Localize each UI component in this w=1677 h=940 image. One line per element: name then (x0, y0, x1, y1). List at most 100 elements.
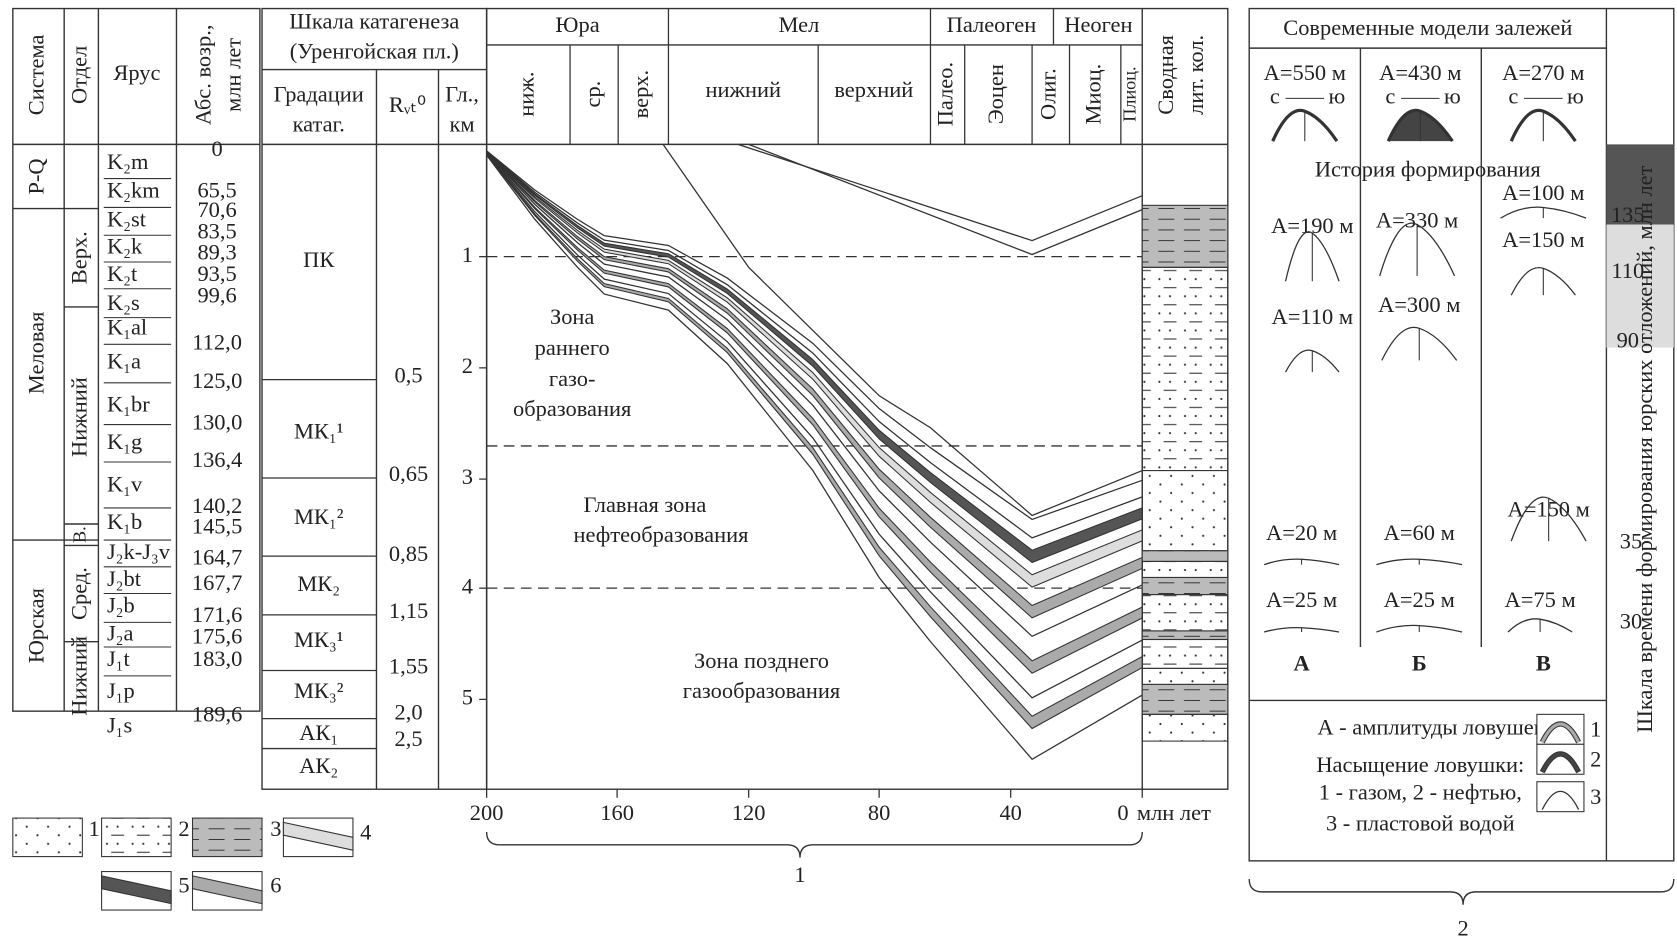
epoch: Плиоц. (1120, 66, 1140, 121)
lith-layer (1141, 576, 1229, 596)
grade: МК₂ (297, 571, 340, 596)
x-tick-label: 120 (732, 800, 766, 825)
system: Юрская (24, 588, 49, 663)
epoch: верх. (628, 70, 653, 118)
column-label: В (1536, 650, 1551, 675)
curve (737, 143, 1143, 242)
age: 83,5 (197, 218, 236, 243)
age: 125,0 (192, 368, 242, 393)
lith-layer (1141, 713, 1229, 742)
r-value: 2,5 (395, 726, 423, 751)
tick-label: 110 (1611, 258, 1644, 283)
lith-layer (1141, 560, 1229, 579)
age: 89,3 (197, 240, 236, 265)
grade: АК₁ (299, 720, 338, 745)
legend-band (282, 821, 354, 851)
direction: с (1270, 84, 1280, 109)
header: лит. кол. (1183, 35, 1208, 115)
age: 140,2 (192, 493, 242, 518)
age: 99,6 (197, 282, 236, 307)
grade: МК₃¹ (294, 627, 343, 652)
age: 171,6 (192, 602, 242, 627)
period: Мел (779, 12, 820, 37)
age: 145,5 (192, 513, 242, 538)
header: Rᵥₜ⁰ (389, 92, 426, 117)
zone-label: Главная зона (583, 492, 706, 517)
legend-number: 2 (178, 816, 189, 841)
direction: ю (1329, 84, 1346, 109)
grade: ПК (303, 247, 335, 272)
lith-layer (1141, 638, 1229, 669)
system: Меловая (24, 312, 49, 395)
curve (662, 144, 1143, 517)
header: Сводная (1153, 35, 1178, 115)
tick-label: 35 (1620, 528, 1642, 553)
legend-band (191, 875, 263, 905)
r-value: 1,55 (389, 654, 428, 679)
amplitude: А=75 м (1505, 587, 1576, 612)
y-tick-label: 2 (462, 353, 473, 378)
header: Отдел (66, 46, 91, 104)
x-tick-label: 0 (1117, 800, 1128, 825)
x-tick-label: 80 (868, 800, 890, 825)
zone-label: нефтеобразования (574, 522, 749, 547)
stage: K₂st (107, 207, 147, 232)
grade: МК₁² (294, 504, 344, 529)
zone-label: Зона позднего (694, 648, 829, 673)
curve (748, 143, 1143, 256)
r-value: 1,15 (389, 598, 428, 623)
legend-box (191, 817, 263, 858)
tick-label: 90 (1617, 327, 1639, 352)
stage: K₁al (107, 315, 147, 340)
age: 167,7 (192, 570, 242, 595)
series: Нижний (66, 636, 91, 716)
zone-label: раннего (535, 335, 610, 360)
amplitude: А=100 м (1502, 180, 1584, 205)
legend-number: 4 (360, 819, 371, 844)
header: Система (24, 34, 49, 115)
epoch: Эоцен (983, 64, 1008, 124)
x-tick-label: 200 (470, 800, 504, 825)
stage: K₂km (107, 178, 160, 203)
system: P-Q (24, 158, 49, 194)
r-value: 0,85 (389, 541, 428, 566)
tick-label: 135 (1611, 202, 1645, 227)
header: Градации (274, 81, 364, 106)
age: 183,0 (192, 646, 242, 671)
direction: ю (1444, 84, 1461, 109)
header: Гл., (445, 81, 479, 106)
stage: J₁p (107, 678, 135, 703)
legend-band (101, 875, 172, 905)
column-label: А (1293, 650, 1310, 675)
curve (486, 150, 1143, 539)
legend-number: 2 (1590, 747, 1601, 772)
legend-text: 1 - газом, 2 - нефтью, (1319, 780, 1522, 805)
curve (486, 152, 1143, 638)
stage: J₂bt (107, 566, 142, 591)
lith-layer (1141, 630, 1229, 641)
header: Ярус (113, 60, 160, 85)
amplitude: А=25 м (1384, 587, 1455, 612)
header: катаг. (293, 111, 345, 136)
stage: K₁v (107, 472, 143, 497)
legend-number: 1 (89, 816, 100, 841)
amplitude: А=20 м (1266, 520, 1337, 545)
stage: K₂s (107, 290, 140, 315)
stage: K₂t (107, 261, 138, 286)
legend-box (12, 817, 83, 858)
epoch: ниж. (513, 72, 538, 117)
amplitude: А=150 м (1502, 227, 1584, 252)
column-label: Б (1412, 650, 1427, 675)
age: 0 (212, 136, 223, 161)
trap-icon (1510, 496, 1587, 542)
band (486, 152, 1143, 730)
y-tick-label: 4 (462, 573, 473, 598)
axis-unit: млн лет (1137, 800, 1211, 825)
bar (1606, 144, 1674, 225)
curve (486, 150, 1143, 521)
legend-arch (1540, 722, 1581, 743)
trap-icon (1284, 231, 1340, 282)
brace-label: 2 (1457, 916, 1468, 940)
legend-arch (1541, 790, 1580, 810)
